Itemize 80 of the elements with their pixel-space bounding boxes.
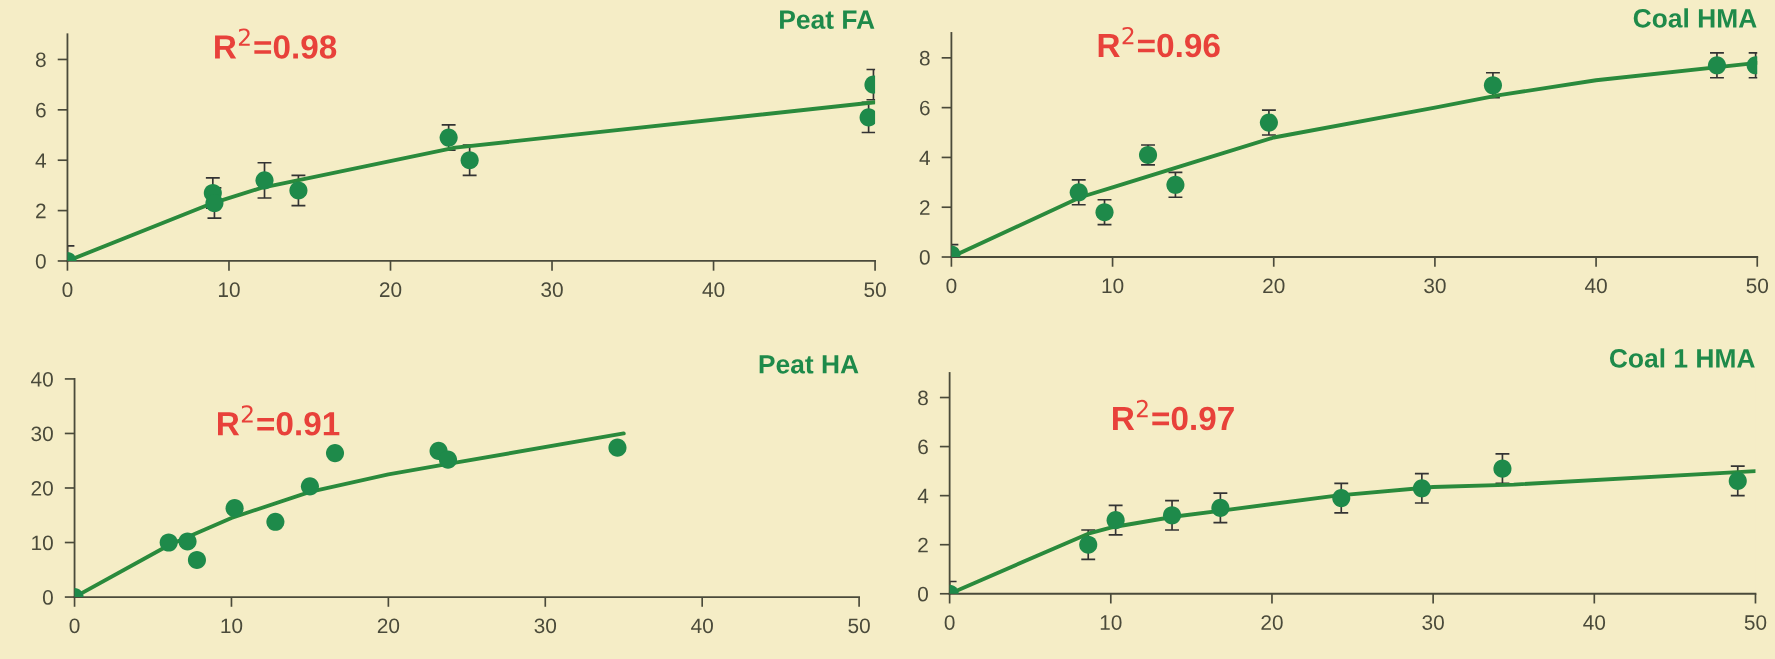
x-tick-label: 0 (944, 615, 955, 630)
point (255, 171, 274, 190)
y-tick-label: 4 (917, 488, 929, 504)
point (1166, 175, 1185, 194)
x-tick-label: 40 (1584, 278, 1607, 294)
x-tick-label: 0 (69, 618, 80, 634)
point (325, 444, 345, 463)
y-tick-label: 0 (42, 590, 53, 605)
point (1079, 535, 1098, 554)
point (225, 499, 244, 518)
x-tick-label: 30 (534, 618, 557, 634)
point (439, 128, 458, 147)
x-tick-label: 40 (1583, 615, 1606, 630)
point (178, 532, 197, 551)
y-tick-label: 0 (35, 253, 46, 269)
point (1707, 56, 1727, 75)
y-tick-label: 20 (31, 480, 53, 496)
x-tick-label: 20 (377, 618, 400, 634)
point (1412, 479, 1431, 498)
point (1493, 459, 1512, 478)
point (608, 438, 627, 457)
point (1162, 506, 1182, 525)
y-tick-label: 8 (919, 50, 930, 66)
point (1106, 511, 1125, 530)
point (859, 108, 876, 127)
y-tick-label: 6 (920, 100, 930, 116)
point (1332, 489, 1351, 508)
point (1095, 203, 1114, 222)
x-tick-label: 10 (218, 282, 240, 298)
x-tick-label: 20 (379, 282, 402, 298)
x-tick-label: 50 (1744, 615, 1767, 630)
y-tick-label: 4 (35, 153, 47, 168)
point (289, 181, 308, 200)
chart-title: Coal 1 HMA (1609, 348, 1755, 368)
chart-title: Peat HA (759, 355, 859, 374)
annotation: R$^{2}$=0.97 (1113, 399, 1234, 431)
x-tick-label: 0 (62, 282, 73, 298)
y-tick-label: 8 (918, 390, 928, 406)
annotation: R$^{2}$=0.98 (215, 28, 337, 59)
x-tick-label: 50 (1746, 278, 1769, 294)
point (159, 533, 178, 552)
x-tick-label: 0 (946, 278, 957, 294)
x-tick-label: 10 (221, 618, 243, 634)
y-tick-label: 40 (31, 371, 53, 387)
y-tick-label: 2 (920, 200, 930, 215)
x-tick-label: 30 (1424, 278, 1446, 294)
x-tick-label: 50 (848, 618, 870, 634)
point (300, 477, 319, 496)
point (1728, 471, 1747, 490)
point (438, 450, 458, 469)
x-tick-label: 40 (702, 282, 725, 298)
point (187, 550, 206, 570)
x-tick-label: 40 (691, 618, 713, 634)
chart-title: Coal HMA (1633, 8, 1757, 28)
x-tick-label: 30 (1422, 615, 1444, 630)
y-tick-label: 0 (918, 586, 928, 602)
x-tick-label: 50 (864, 282, 886, 298)
annotation: R$^{2}$=0.91 (218, 405, 340, 436)
y-tick-label: 4 (919, 150, 930, 165)
x-tick-label: 30 (541, 282, 563, 298)
y-tick-label: 6 (36, 102, 46, 118)
y-tick-label: 2 (918, 537, 928, 553)
y-tick-label: 10 (32, 535, 53, 551)
x-tick-label: 10 (1102, 278, 1124, 294)
point (1259, 113, 1278, 132)
y-tick-label: 30 (31, 426, 53, 442)
y-tick-label: 8 (35, 52, 46, 68)
point (1211, 498, 1230, 517)
annotation: R$^{2}$=0.96 (1098, 26, 1220, 58)
x-tick-label: 20 (1261, 615, 1283, 630)
point (1069, 183, 1088, 202)
x-tick-label: 10 (1100, 615, 1122, 630)
point (1483, 76, 1502, 95)
point (460, 151, 479, 170)
chart-title: Peat FA (780, 10, 875, 29)
x-tick-label: 20 (1263, 278, 1285, 294)
y-tick-label: 6 (918, 439, 928, 455)
y-tick-label: 2 (36, 203, 46, 219)
point (266, 512, 285, 531)
y-tick-label: 0 (919, 250, 930, 265)
